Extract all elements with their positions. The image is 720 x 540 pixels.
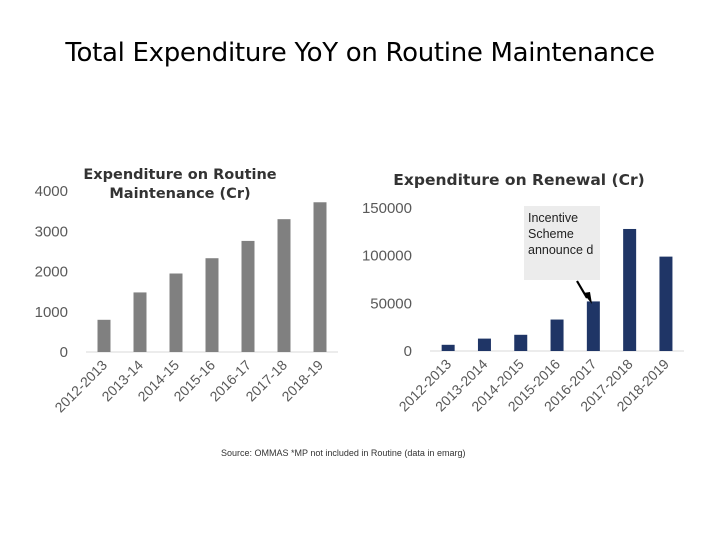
bar xyxy=(169,273,183,352)
source-note: Source: OMMAS *MP not included in Routin… xyxy=(221,448,466,458)
bar xyxy=(97,319,111,352)
bar xyxy=(441,344,455,351)
y-tick-label: 1000 xyxy=(35,304,68,321)
chart-title-line: Expenditure on Renewal (Cr) xyxy=(393,171,644,189)
bar xyxy=(586,301,600,351)
y-tick-label: 50000 xyxy=(370,295,412,312)
annotation-callout: Incentive Scheme announce d xyxy=(524,206,600,280)
bar xyxy=(313,202,327,352)
y-tick-label: 2000 xyxy=(35,264,68,281)
bar xyxy=(241,240,255,352)
annotation-arrowhead xyxy=(583,292,592,304)
bar xyxy=(623,228,637,351)
y-tick-label: 3000 xyxy=(35,223,68,240)
y-tick-label: 4000 xyxy=(35,183,68,200)
y-tick-label: 100000 xyxy=(362,248,412,265)
bar xyxy=(277,219,291,352)
y-tick-label: 150000 xyxy=(362,200,412,217)
chart-title-line: Expenditure on Routine xyxy=(83,167,276,183)
y-tick-label: 0 xyxy=(60,344,68,361)
bar xyxy=(659,256,673,351)
bar xyxy=(514,334,528,351)
y-tick-label: 0 xyxy=(404,343,412,360)
chart-title-line: Maintenance (Cr) xyxy=(109,186,250,202)
bar xyxy=(477,338,491,351)
bar xyxy=(133,292,147,352)
bar xyxy=(550,319,564,351)
bar xyxy=(205,258,219,352)
slide-title: Total Expenditure YoY on Routine Mainten… xyxy=(65,38,655,68)
